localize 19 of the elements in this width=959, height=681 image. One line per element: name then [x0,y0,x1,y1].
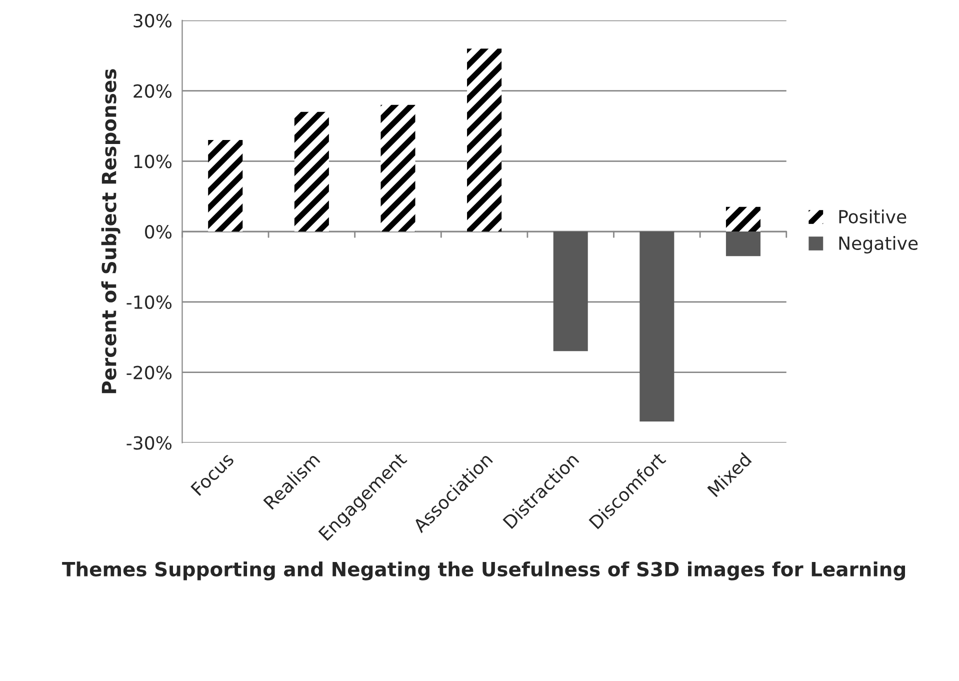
bar [726,206,760,232]
y-axis-title: Percent of Subject Responses [101,69,120,394]
bar [208,140,243,232]
y-tick-label: 10% [134,154,172,168]
y-tick-label: 0% [145,225,172,239]
bar [726,232,760,256]
y-tick-label: 30% [134,14,172,28]
y-tick-label: -30% [126,436,172,450]
bar [380,104,416,232]
bar [467,48,502,232]
y-tick-label: 20% [134,84,172,98]
y-tick-label: -20% [126,366,172,380]
legend-label: Positive [839,210,906,224]
legend-label: Negative [839,236,918,254]
bar [553,232,588,352]
bar [640,232,674,422]
x-axis-title: Themes Supporting and Negating the Usefulness of S3D images for Learning [62,561,906,580]
y-tick-label: -10% [126,295,172,310]
bar [294,112,329,232]
